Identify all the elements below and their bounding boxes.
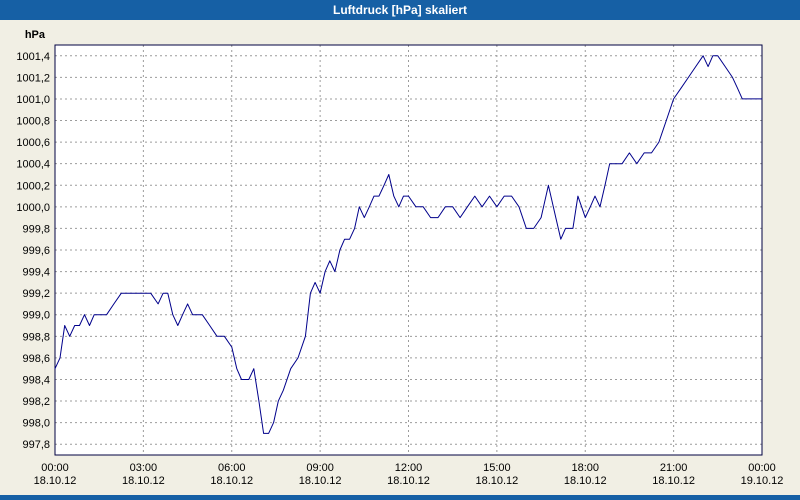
y-tick-label: 1000,0 (16, 202, 50, 214)
x-tick-time-label: 06:00 (218, 462, 246, 474)
y-tick-label: 1001,2 (16, 72, 50, 84)
y-tick-label: 1001,0 (16, 94, 50, 106)
x-tick-time-label: 15:00 (483, 462, 511, 474)
x-tick-date-label: 19.10.12 (741, 475, 784, 487)
x-tick-date-label: 18.10.12 (299, 475, 342, 487)
x-tick-date-label: 18.10.12 (122, 475, 165, 487)
y-tick-label: 998,4 (22, 374, 50, 386)
x-tick-time-label: 18:00 (571, 462, 599, 474)
x-tick-time-label: 00:00 (748, 462, 776, 474)
y-tick-label: 1000,6 (16, 137, 50, 149)
x-tick-date-label: 18.10.12 (475, 475, 518, 487)
pressure-series-line (54, 55, 763, 434)
x-tick-time-label: 00:00 (41, 462, 69, 474)
y-tick-label: 998,6 (22, 353, 50, 365)
x-tick-date-label: 18.10.12 (34, 475, 77, 487)
y-tick-label: 1000,8 (16, 116, 50, 128)
y-tick-label: 998,0 (22, 418, 50, 430)
x-tick-date-label: 18.10.12 (387, 475, 430, 487)
x-tick-time-label: 03:00 (130, 462, 158, 474)
x-tick-time-label: 12:00 (395, 462, 423, 474)
x-tick-date-label: 18.10.12 (564, 475, 607, 487)
x-tick-time-label: 09:00 (306, 462, 334, 474)
y-tick-label: 998,8 (22, 331, 50, 343)
y-tick-label: 1000,2 (16, 180, 50, 192)
y-axis-unit-label: hPa (25, 29, 46, 41)
y-tick-label: 999,8 (22, 223, 50, 235)
y-tick-label: 998,2 (22, 396, 50, 408)
plot-border (54, 44, 763, 456)
y-tick-label: 1000,4 (16, 159, 50, 171)
window-bottom-frame (0, 495, 800, 500)
title-bar[interactable]: Luftdruck [hPa] skaliert (0, 0, 800, 20)
window-title: Luftdruck [hPa] skaliert (332, 3, 468, 17)
y-tick-label: 999,4 (22, 267, 50, 279)
y-tick-label: 999,2 (22, 288, 50, 300)
x-tick-date-label: 18.10.12 (652, 475, 695, 487)
x-tick-date-label: 18.10.12 (210, 475, 253, 487)
y-tick-label: 1001,4 (16, 51, 50, 63)
pressure-line-chart: hPa 997,8 998,0 998,2 998,4 998,6 998,8 999,0 99… (16, 29, 784, 487)
x-tick-time-label: 21:00 (660, 462, 688, 474)
y-tick-label: 999,6 (22, 245, 50, 257)
y-tick-label: 999,0 (22, 310, 50, 322)
y-tick-label: 997,8 (22, 439, 50, 451)
